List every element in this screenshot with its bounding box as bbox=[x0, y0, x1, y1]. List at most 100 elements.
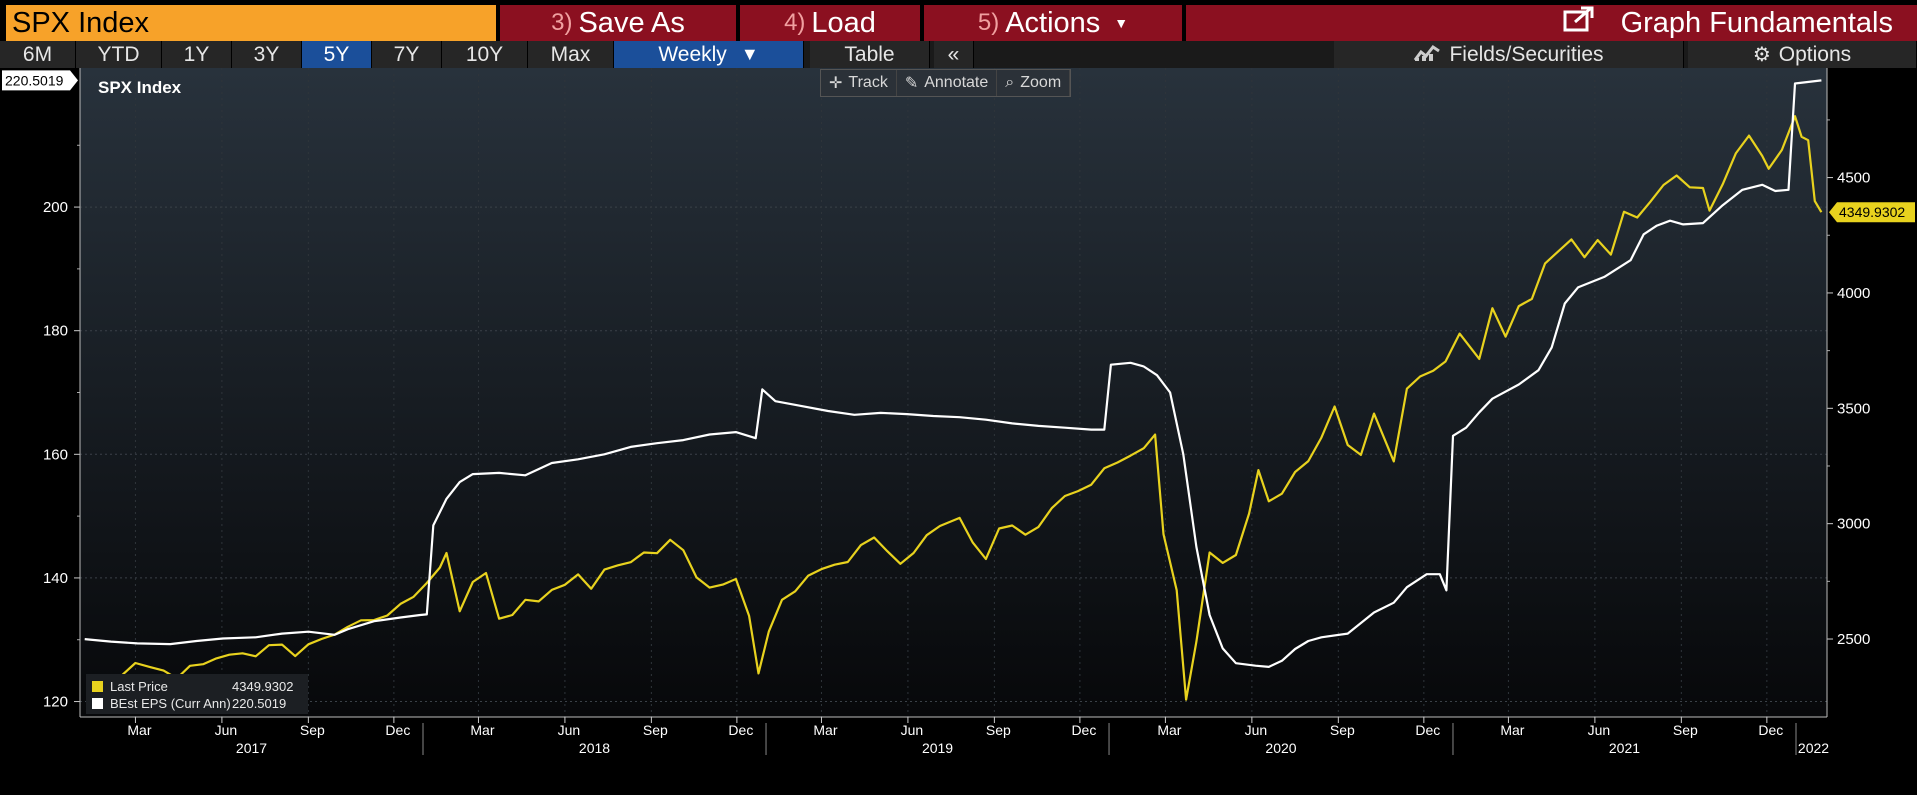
dropdown-arrow-icon: ▼ bbox=[1114, 15, 1129, 31]
left-tick-label: 200 bbox=[43, 199, 68, 216]
actions-number: 5) bbox=[977, 9, 1000, 36]
chart-line-icon bbox=[1413, 42, 1441, 68]
graph-fundamentals-button[interactable]: Graph Fundamentals bbox=[1186, 5, 1917, 41]
range-max-label: Max bbox=[550, 42, 591, 66]
launch-icon bbox=[1563, 6, 1595, 40]
save-as-label: Save As bbox=[578, 6, 685, 39]
frequency-dropdown[interactable]: Weekly ▼ bbox=[614, 41, 804, 68]
range-3y[interactable]: 3Y bbox=[232, 41, 302, 68]
annotate-label: Annotate bbox=[924, 74, 989, 91]
legend-name-price: Last Price bbox=[110, 679, 168, 694]
legend-name-eps: BEst EPS (Curr Ann) bbox=[110, 696, 231, 711]
month-tick-label: Jun bbox=[901, 722, 924, 738]
ticker-field[interactable]: SPX Index bbox=[6, 5, 496, 41]
graph-fundamentals-label: Graph Fundamentals bbox=[1620, 6, 1893, 39]
legend-swatch-price bbox=[92, 681, 103, 692]
collapse-button[interactable]: « bbox=[934, 41, 974, 68]
actions-button[interactable]: 5) Actions ▼ bbox=[924, 5, 1182, 41]
gear-icon: ⚙ bbox=[1752, 44, 1771, 66]
range-ytd[interactable]: YTD bbox=[76, 41, 162, 68]
price-last-value-tag bbox=[1829, 202, 1915, 223]
range-ytd-label: YTD bbox=[97, 42, 140, 66]
eps-series-line bbox=[84, 79, 1822, 668]
legend-value-eps: 220.5019 bbox=[232, 696, 287, 711]
month-tick-label: Jun bbox=[215, 722, 238, 738]
fields-securities-label: Fields/Securities bbox=[1449, 42, 1604, 66]
month-tick-label: Dec bbox=[1758, 722, 1783, 738]
price-series-line bbox=[97, 115, 1823, 701]
price-last-value-label: 4349.9302 bbox=[1839, 204, 1905, 220]
save-as-button[interactable]: 3) Save As bbox=[500, 5, 736, 41]
axes bbox=[74, 68, 1833, 755]
left-tick-label: 160 bbox=[43, 446, 68, 463]
legend-item-eps[interactable]: BEst EPS (Curr Ann) 220.5019 bbox=[92, 696, 286, 711]
track-button[interactable]: ✛ Track bbox=[821, 70, 897, 96]
year-label: 2020 bbox=[1265, 740, 1296, 756]
pencil-icon: ✎ bbox=[904, 75, 919, 92]
axis-labels: 120 140 160 180 200 2500 3000 3500 4000 4500 Mar Ju… bbox=[2, 70, 1915, 756]
chart-title: SPX Index bbox=[98, 78, 182, 97]
range-6m[interactable]: 6M bbox=[0, 41, 76, 68]
save-as-number: 3) bbox=[551, 9, 573, 36]
range-7y[interactable]: 7Y bbox=[372, 41, 442, 68]
options-label: Options bbox=[1778, 42, 1852, 66]
eps-last-value-label: 220.5019 bbox=[5, 72, 64, 88]
year-label: 2019 bbox=[922, 740, 953, 756]
left-tick-label: 140 bbox=[43, 570, 68, 587]
legend-value-price: 4349.9302 bbox=[232, 679, 294, 694]
month-tick-label: Sep bbox=[1673, 722, 1698, 738]
chart-tools: ✛ Track ✎ Annotate ⌕ Zoom bbox=[820, 69, 1072, 97]
range-max[interactable]: Max bbox=[528, 41, 614, 68]
options-button[interactable]: ⚙ Options bbox=[1688, 41, 1917, 68]
right-tick-label: 2500 bbox=[1837, 631, 1870, 648]
magnifier-icon: ⌕ bbox=[1005, 74, 1015, 91]
crosshair-icon: ✛ bbox=[829, 75, 843, 92]
ticker-label: SPX Index bbox=[12, 6, 150, 39]
annotate-button[interactable]: ✎ Annotate bbox=[897, 70, 998, 96]
year-label: 2018 bbox=[579, 740, 610, 756]
month-tick-label: Sep bbox=[986, 722, 1011, 738]
fields-securities-button[interactable]: Fields/Securities bbox=[1334, 41, 1684, 68]
legend-swatch-eps bbox=[92, 698, 103, 709]
year-label: 2021 bbox=[1609, 740, 1640, 756]
year-label: 2017 bbox=[236, 740, 267, 756]
range-5y[interactable]: 5Y bbox=[302, 41, 372, 68]
right-tick-label: 4500 bbox=[1837, 170, 1870, 187]
dropdown-arrow-icon: ▼ bbox=[740, 44, 759, 64]
zoom-button[interactable]: ⌕ Zoom bbox=[997, 70, 1071, 96]
line-chart: 120 140 160 180 200 2500 3000 3500 4000 4500 Mar Ju… bbox=[0, 68, 1917, 795]
chart-legend: Last Price 4349.9302 BEst EPS (Curr Ann)… bbox=[86, 674, 308, 714]
month-tick-label: Sep bbox=[300, 722, 325, 738]
series-group bbox=[84, 79, 1823, 701]
load-button[interactable]: 4) Load bbox=[740, 5, 920, 41]
month-tick-label: Mar bbox=[1157, 722, 1181, 738]
top-menu-bar: SPX Index 3) Save As 4) Load 5) Actions ▼ G… bbox=[0, 0, 1917, 41]
range-5y-label: 5Y bbox=[323, 42, 350, 66]
load-number: 4) bbox=[784, 9, 806, 36]
month-tick-label: Dec bbox=[385, 722, 410, 738]
left-tick-label: 180 bbox=[43, 323, 68, 340]
table-button[interactable]: Table bbox=[810, 41, 930, 68]
load-label: Load bbox=[811, 6, 876, 39]
month-tick-label: Mar bbox=[127, 722, 151, 738]
range-3y-label: 3Y bbox=[253, 42, 280, 66]
range-6m-label: 6M bbox=[22, 42, 53, 66]
range-nav-bar: 6M YTD 1Y 3Y 5Y 7Y 10Y Max Weekly ▼ Table… bbox=[0, 41, 1917, 68]
month-tick-label: Jun bbox=[1245, 722, 1268, 738]
right-tick-label: 3500 bbox=[1837, 400, 1870, 417]
month-tick-label: Mar bbox=[1500, 722, 1524, 738]
zoom-label: Zoom bbox=[1020, 74, 1062, 91]
range-10y[interactable]: 10Y bbox=[442, 41, 528, 68]
actions-label: Actions bbox=[1005, 6, 1101, 39]
range-1y-label: 1Y bbox=[183, 42, 210, 66]
range-1y[interactable]: 1Y bbox=[162, 41, 232, 68]
month-tick-label: Jun bbox=[1588, 722, 1611, 738]
right-tick-label: 4000 bbox=[1837, 285, 1870, 302]
left-tick-label: 120 bbox=[43, 694, 68, 711]
month-tick-label: Mar bbox=[813, 722, 837, 738]
month-tick-label: Dec bbox=[728, 722, 753, 738]
month-tick-label: Dec bbox=[1071, 722, 1096, 738]
legend-item-price[interactable]: Last Price 4349.9302 bbox=[92, 679, 293, 694]
year-label: 2022 bbox=[1798, 740, 1829, 756]
range-10y-label: 10Y bbox=[465, 42, 504, 66]
